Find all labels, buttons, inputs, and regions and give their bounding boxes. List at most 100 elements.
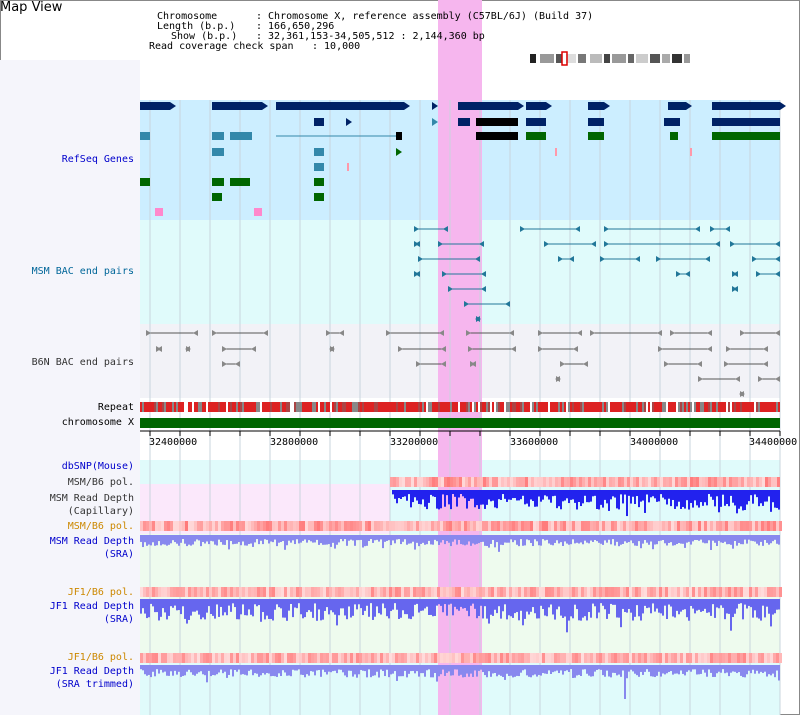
msm-pol-cell xyxy=(756,477,759,487)
track-label-refseq[interactable]: RefSeq Genes xyxy=(61,154,134,165)
jf1-pol-cell xyxy=(677,653,680,663)
jf1-sra-depth-bar xyxy=(170,599,172,607)
jf1-pol-cell xyxy=(314,587,317,597)
jf1-sra-depth-bar xyxy=(434,599,436,616)
refseq-gene xyxy=(555,148,557,156)
msm-sra-depth-bar xyxy=(440,535,442,543)
msm-pol-cell xyxy=(299,521,302,531)
msm-cap-depth-bar xyxy=(640,490,642,502)
jf1-sra-depth-bar xyxy=(144,599,146,614)
track-label-dbsnp[interactable]: dbSNP(Mouse) xyxy=(61,461,134,472)
msm-cap-depth-bar xyxy=(592,490,594,497)
msm-pol-cell xyxy=(482,521,485,531)
repeat-segment xyxy=(600,402,602,412)
jf1-sra-depth-bar xyxy=(548,599,550,608)
track-label-msm-bac[interactable]: MSM BAC end pairs xyxy=(31,266,134,277)
msm-pol-cell xyxy=(479,521,482,531)
jf1-trim-depth-bar xyxy=(412,665,414,671)
jf1-trim-depth-bar xyxy=(662,665,664,674)
bac-end xyxy=(725,226,730,232)
track-label-msm-read-depth-sra[interactable]: MSM Read Depth xyxy=(49,536,134,547)
msm-cap-depth-bar xyxy=(590,490,592,502)
jf1-sra-depth-bar xyxy=(256,599,258,607)
jf1-trim-depth-bar xyxy=(472,665,474,677)
msm-cap-depth-bar xyxy=(436,490,438,509)
msm-pol-cell xyxy=(468,477,471,487)
track-label-jf1-b6-pol-2[interactable]: JF1/B6 pol. xyxy=(67,652,134,663)
jf1-trim-depth-bar xyxy=(344,665,346,676)
msm-pol-cell xyxy=(546,477,549,487)
jf1-trim-depth-bar xyxy=(306,665,308,675)
msm-sra-depth-bar xyxy=(446,535,448,542)
jf1-pol-cell xyxy=(518,587,521,597)
msm-sra-depth-bar xyxy=(424,535,426,545)
msm-pol-cell xyxy=(362,521,365,531)
msm-sra-depth-bar xyxy=(212,535,214,542)
repeat-segment xyxy=(454,402,456,412)
msm-cap-depth-bar xyxy=(672,490,674,500)
msm-pol-cell xyxy=(758,521,761,531)
msm-pol-cell xyxy=(627,477,630,487)
msm-cap-depth-bar xyxy=(628,490,630,496)
track-label-jf1-read-depth-sra[interactable]: JF1 Read Depth xyxy=(49,601,134,612)
track-label-msm-read-depth-cap[interactable]: MSM Read Depth xyxy=(49,493,134,504)
msm-cap-depth-bar xyxy=(758,490,760,507)
refseq-gene xyxy=(230,178,250,186)
jf1-pol-cell xyxy=(593,587,596,597)
repeat-segment xyxy=(350,402,352,412)
jf1-sra-depth-bar xyxy=(662,599,664,616)
jf1-sra-depth-bar xyxy=(178,599,180,611)
msm-pol-cell xyxy=(329,521,332,531)
jf1-trim-depth-bar xyxy=(446,665,448,673)
jf1-sra-depth-bar xyxy=(706,599,708,613)
msm-sra-depth-bar xyxy=(366,535,368,546)
msm-cap-depth-bar xyxy=(470,490,472,499)
refseq-gene-arrow xyxy=(604,102,610,110)
jf1-pol-cell xyxy=(359,653,362,663)
refseq-gene xyxy=(254,208,262,216)
track-label-msm-b6-pol-1[interactable]: MSM/B6 pol. xyxy=(67,477,134,488)
jf1-pol-cell xyxy=(149,653,152,663)
jf1-sra-depth-bar xyxy=(410,599,412,620)
jf1-pol-cell xyxy=(449,587,452,597)
jf1-trim-depth-bar xyxy=(462,665,464,678)
msm-sra-depth-bar xyxy=(434,535,436,540)
jf1-trim-depth-bar xyxy=(416,665,418,672)
track-label-msm-b6-pol-2[interactable]: MSM/B6 pol. xyxy=(67,521,134,532)
repeat-segment xyxy=(752,402,754,412)
jf1-pol-cell xyxy=(737,587,740,597)
msm-cap-depth-bar xyxy=(556,490,558,509)
jf1-pol-cell xyxy=(626,587,629,597)
jf1-trim-depth-bar xyxy=(302,665,304,675)
msm-cap-depth-bar xyxy=(508,490,510,500)
msm-pol-cell xyxy=(623,521,626,531)
jf1-pol-cell xyxy=(773,653,776,663)
jf1-pol-cell xyxy=(293,587,296,597)
msm-sra-depth-bar xyxy=(226,535,228,541)
jf1-trim-depth-bar xyxy=(298,665,300,670)
bac-end xyxy=(676,271,681,277)
track-label-b6n-bac[interactable]: B6N BAC end pairs xyxy=(31,357,134,368)
msm-pol-cell xyxy=(411,477,414,487)
msm-cap-depth-bar xyxy=(766,490,768,502)
jf1-sra-depth-bar xyxy=(424,599,426,609)
repeat-segment xyxy=(390,402,392,412)
msm-sra-depth-bar xyxy=(670,535,672,543)
msm-cap-depth-bar xyxy=(448,490,450,505)
axis-tick-label: 32400000 xyxy=(149,437,198,448)
jf1-pol-cell xyxy=(278,653,281,663)
jf1-sra-depth-bar xyxy=(568,599,570,621)
msm-cap-depth-bar xyxy=(676,490,678,507)
jf1-pol-cell xyxy=(401,587,404,597)
jf1-sra-depth-bar xyxy=(694,599,696,614)
msm-sra-depth-bar xyxy=(184,535,186,544)
msm-sra-depth-bar xyxy=(642,535,644,544)
jf1-trim-depth-bar xyxy=(460,665,462,675)
msm-pol-cell xyxy=(212,521,215,531)
track-label-jf1-b6-pol-1[interactable]: JF1/B6 pol. xyxy=(67,587,134,598)
msm-pol-cell xyxy=(188,521,191,531)
track-label-jf1-read-depth-trim[interactable]: JF1 Read Depth xyxy=(49,666,134,677)
refseq-gene xyxy=(670,132,678,140)
jf1-sra-depth-bar xyxy=(716,599,718,608)
